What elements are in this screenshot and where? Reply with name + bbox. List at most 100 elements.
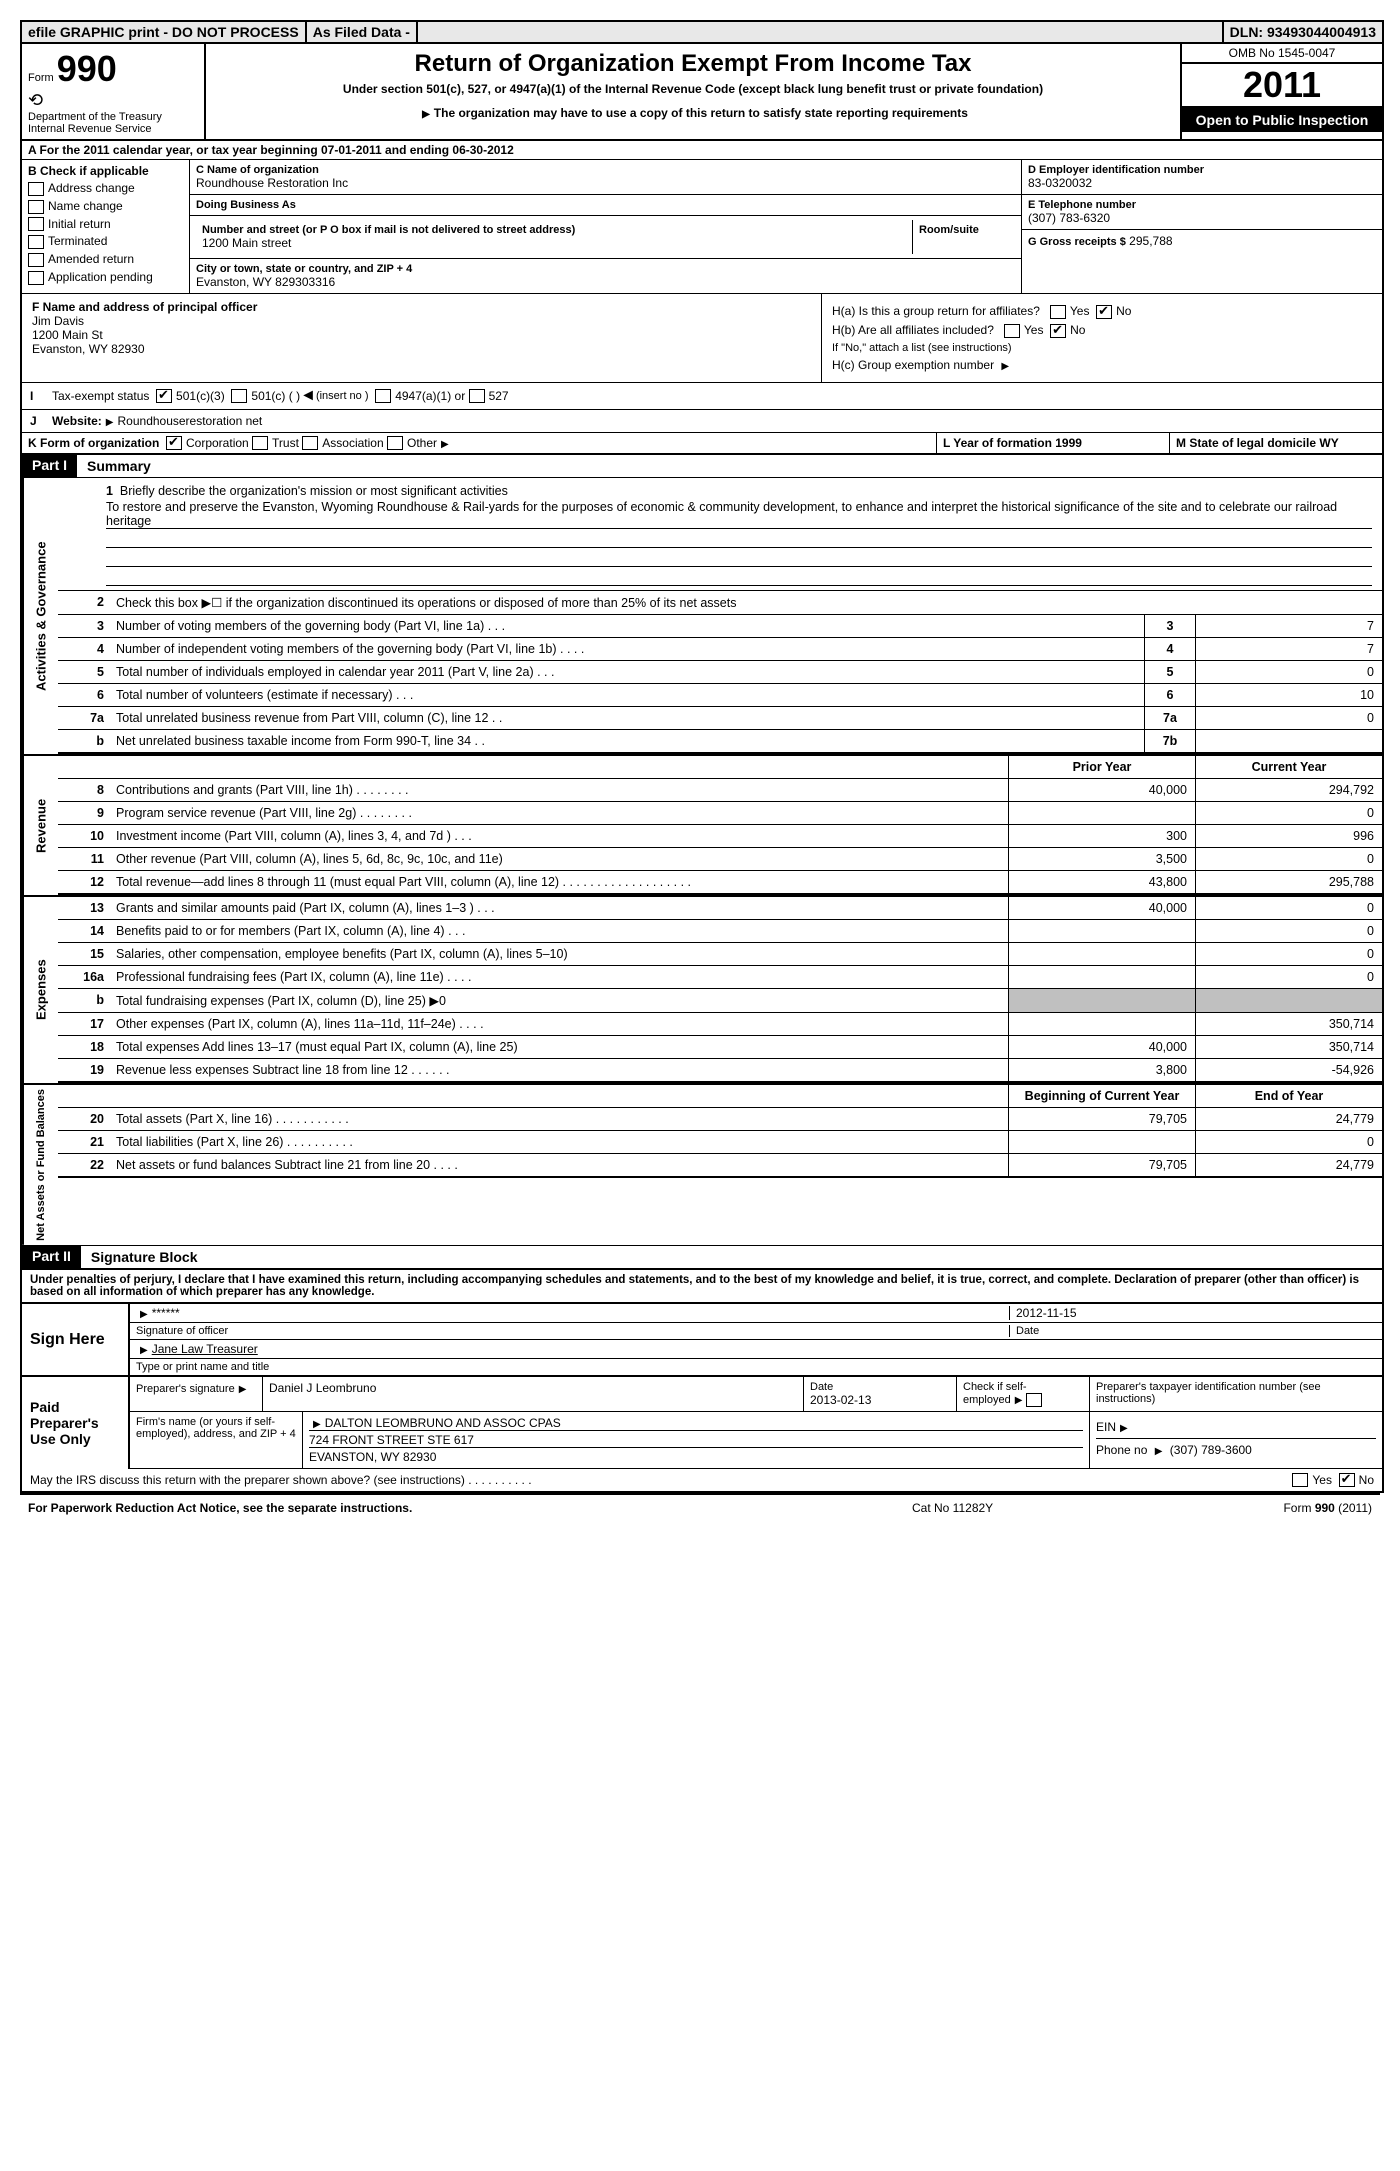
gross-value: 295,788 [1129, 234, 1172, 248]
sign-here-label: Sign Here [22, 1304, 130, 1375]
chk-pending[interactable]: Application pending [28, 270, 183, 285]
table-row: 4Number of independent voting members of… [58, 638, 1382, 661]
ha-yes[interactable] [1050, 305, 1066, 319]
revenue-section: Revenue Prior Year Current Year 8Contrib… [22, 754, 1382, 895]
paid-preparer-label: Paid Preparer's Use Only [22, 1377, 130, 1469]
mission-block: 1 Briefly describe the organization's mi… [58, 478, 1382, 591]
header-left: Form 990 ⟲ Department of the Treasury In… [22, 44, 206, 139]
ha-no[interactable] [1096, 305, 1112, 319]
table-row: 3Number of voting members of the governi… [58, 615, 1382, 638]
col-c: C Name of organization Roundhouse Restor… [190, 160, 1022, 293]
chk-amended[interactable]: Amended return [28, 252, 183, 267]
omb-number: OMB No 1545-0047 [1182, 44, 1382, 64]
chk-4947[interactable] [375, 389, 391, 403]
table-row: 16aProfessional fundraising fees (Part I… [58, 966, 1382, 989]
room-suite: Room/suite [913, 220, 1015, 254]
chk-other[interactable] [387, 436, 403, 450]
form-word: Form [28, 72, 54, 84]
chk-assoc[interactable] [302, 436, 318, 450]
ha-label: H(a) Is this a group return for affiliat… [832, 304, 1040, 318]
chk-corp[interactable] [166, 436, 182, 450]
table-row: bNet unrelated business taxable income f… [58, 730, 1382, 754]
form-990: efile GRAPHIC print - DO NOT PROCESS As … [20, 20, 1384, 1493]
sig-date-label: Date [1009, 1325, 1376, 1337]
firm-ein-label: EIN [1096, 1420, 1116, 1434]
header-right: OMB No 1545-0047 2011 Open to Public Ins… [1182, 44, 1382, 139]
sign-date: 2012-11-15 [1009, 1306, 1376, 1320]
chk-501c3[interactable] [156, 389, 172, 403]
ein-value: 83-0320032 [1028, 176, 1376, 190]
chk-name-change[interactable]: Name change [28, 199, 183, 214]
hc-label: H(c) Group exemption number [832, 358, 994, 372]
header-mid: Return of Organization Exempt From Incom… [206, 44, 1182, 139]
part-i-num: Part I [22, 454, 77, 478]
table-row: 20Total assets (Part X, line 16) . . . .… [58, 1108, 1382, 1131]
prep-date: 2013-02-13 [810, 1393, 950, 1407]
part-ii-title: Signature Block [81, 1245, 1382, 1269]
fh-row: F Name and address of principal officer … [22, 294, 1382, 383]
preparer-name: Daniel J Leombruno [263, 1377, 804, 1411]
current-year-hdr: Current Year [1195, 756, 1382, 778]
table-row: 17Other expenses (Part IX, column (A), l… [58, 1013, 1382, 1036]
table-row: bTotal fundraising expenses (Part IX, co… [58, 989, 1382, 1013]
chk-trust[interactable] [252, 436, 268, 450]
table-row: 9Program service revenue (Part VIII, lin… [58, 802, 1382, 825]
website-label: Website: [52, 414, 102, 428]
col-b: B Check if applicable Address change Nam… [22, 160, 190, 293]
dln-label: DLN: [1230, 24, 1263, 40]
section-bcd: B Check if applicable Address change Nam… [22, 160, 1382, 294]
chk-terminated[interactable]: Terminated [28, 234, 183, 249]
dba-label: Doing Business As [196, 199, 1015, 211]
street-cell: Number and street (or P O box if mail is… [190, 216, 1021, 259]
table-row: 5Total number of individuals employed in… [58, 661, 1382, 684]
irs-yes[interactable] [1292, 1473, 1308, 1487]
chk-initial-return[interactable]: Initial return [28, 217, 183, 232]
dln: DLN: 93493044004913 [1224, 22, 1382, 42]
chk-527[interactable] [469, 389, 485, 403]
hb-yes[interactable] [1004, 324, 1020, 338]
officer-name: Jim Davis [32, 314, 811, 328]
row-klm: K Form of organization Corporation Trust… [22, 433, 1382, 455]
form-ref: Form 990 (2011) [1172, 1501, 1372, 1515]
tel-label: E Telephone number [1028, 199, 1376, 211]
group-return-box: H(a) Is this a group return for affiliat… [822, 294, 1382, 382]
year-header: Prior Year Current Year [58, 756, 1382, 779]
cat-no: Cat No 11282Y [912, 1501, 1172, 1515]
vtab-activities: Activities & Governance [22, 478, 58, 754]
chk-address-change[interactable]: Address change [28, 181, 183, 196]
irs-no[interactable] [1339, 1473, 1355, 1487]
table-row: 10Investment income (Part VIII, column (… [58, 825, 1382, 848]
form-number: 990 [57, 48, 117, 90]
prior-year-hdr: Prior Year [1008, 756, 1195, 778]
firm-city: EVANSTON, WY 82930 [309, 1447, 1083, 1464]
chk-501c[interactable] [231, 389, 247, 403]
firm-name: DALTON LEOMBRUNO AND ASSOC CPAS [325, 1416, 561, 1430]
officer-box: F Name and address of principal officer … [22, 294, 822, 382]
col-b-header: B Check if applicable [28, 164, 183, 178]
chk-self-employed[interactable] [1026, 1393, 1042, 1407]
vtab-revenue: Revenue [22, 756, 58, 895]
table-row: 15Salaries, other compensation, employee… [58, 943, 1382, 966]
open-inspection: Open to Public Inspection [1182, 108, 1382, 132]
sign-here: Sign Here ****** 2012-11-15 Signature of… [22, 1302, 1382, 1375]
officer-street: 1200 Main St [32, 328, 811, 342]
perjury-declaration: Under penalties of perjury, I declare th… [22, 1269, 1382, 1302]
table-row: 12Total revenue—add lines 8 through 11 (… [58, 871, 1382, 895]
form-title: Return of Organization Exempt From Incom… [214, 50, 1172, 78]
as-filed: As Filed Data - [307, 22, 418, 42]
firm-phone: (307) 789-3600 [1170, 1443, 1252, 1457]
signature-redacted: ****** [152, 1306, 180, 1320]
paid-preparer: Paid Preparer's Use Only Preparer's sign… [22, 1375, 1382, 1469]
ein-label: D Employer identification number [1028, 164, 1376, 176]
street-label: Number and street (or P O box if mail is… [202, 224, 906, 236]
expenses-section: Expenses 13Grants and similar amounts pa… [22, 895, 1382, 1083]
col-d: D Employer identification number 83-0320… [1022, 160, 1382, 293]
hb-no[interactable] [1050, 324, 1066, 338]
state-domicile: M State of legal domicile WY [1176, 436, 1339, 450]
irs-discuss: May the IRS discuss this return with the… [22, 1469, 1382, 1491]
irs: Internal Revenue Service [28, 123, 198, 135]
org-name: Roundhouse Restoration Inc [196, 176, 1015, 190]
firm-phone-label: Phone no [1096, 1443, 1147, 1457]
city-label: City or town, state or country, and ZIP … [196, 263, 1015, 275]
city-cell: City or town, state or country, and ZIP … [190, 259, 1021, 293]
